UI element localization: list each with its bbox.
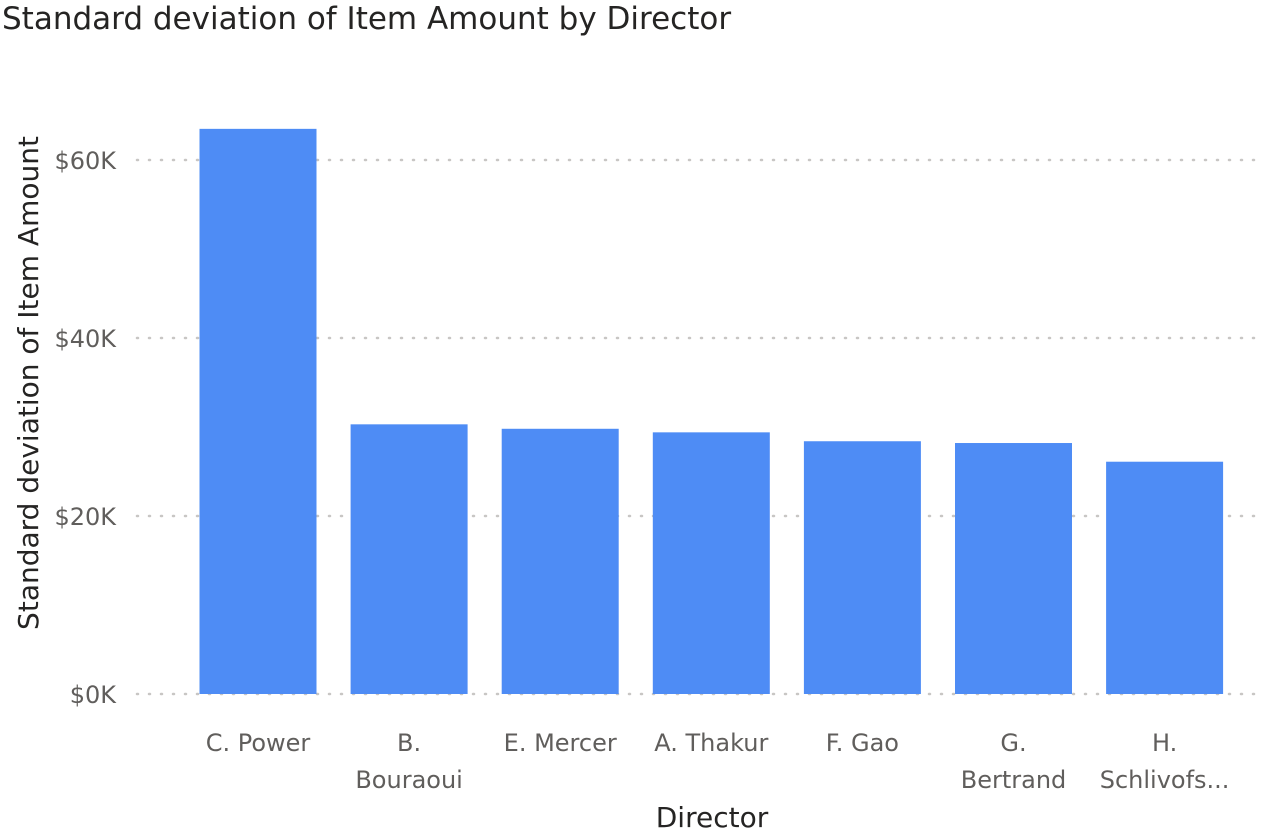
- x-tick-line: C. Power: [206, 729, 311, 757]
- bar[interactable]: [199, 128, 317, 695]
- x-tick-label: B. Bouraoui: [355, 729, 463, 794]
- x-tick-label: G. Bertrand: [961, 729, 1067, 794]
- x-axis-title: Director: [656, 801, 769, 831]
- y-tick-label: $40K: [54, 325, 117, 353]
- bar[interactable]: [652, 432, 770, 694]
- bar[interactable]: [955, 443, 1072, 694]
- x-tick-line: G.: [1000, 729, 1026, 757]
- x-tick-line: Bouraoui: [355, 766, 463, 794]
- x-tick-line: H.: [1152, 729, 1177, 757]
- x-tick-line: A. Thakur: [654, 729, 768, 757]
- x-tick-line: Bertrand: [961, 766, 1067, 794]
- x-tick-label: A. Thakur: [654, 729, 768, 757]
- x-tick-line: E. Mercer: [504, 729, 617, 757]
- chart-title: Standard deviation of Item Amount by Dir…: [2, 1, 731, 37]
- y-tick-label: $60K: [54, 147, 117, 175]
- x-tick-line: Schlivofs...: [1100, 766, 1230, 794]
- x-tick-line: B.: [397, 729, 421, 757]
- bars: [199, 128, 1224, 695]
- y-tick-label: $20K: [54, 503, 117, 531]
- bar[interactable]: [1106, 461, 1224, 694]
- y-axis-title: Standard deviation of Item Amount: [12, 136, 45, 630]
- x-tick-label: F. Gao: [826, 729, 899, 757]
- x-tick-line: F. Gao: [826, 729, 899, 757]
- y-axis-ticks: $0K $20K $40K $60K: [54, 147, 117, 709]
- bar[interactable]: [350, 424, 468, 694]
- x-tick-label: C. Power: [206, 729, 311, 757]
- x-tick-label: H. Schlivofs...: [1100, 729, 1230, 794]
- x-axis-ticks: C. Power B. Bouraoui E. Mercer A. Thakur F. G…: [206, 729, 1230, 794]
- x-tick-label: E. Mercer: [504, 729, 617, 757]
- bar[interactable]: [803, 441, 921, 694]
- y-tick-label: $0K: [70, 681, 118, 709]
- bar[interactable]: [501, 428, 619, 694]
